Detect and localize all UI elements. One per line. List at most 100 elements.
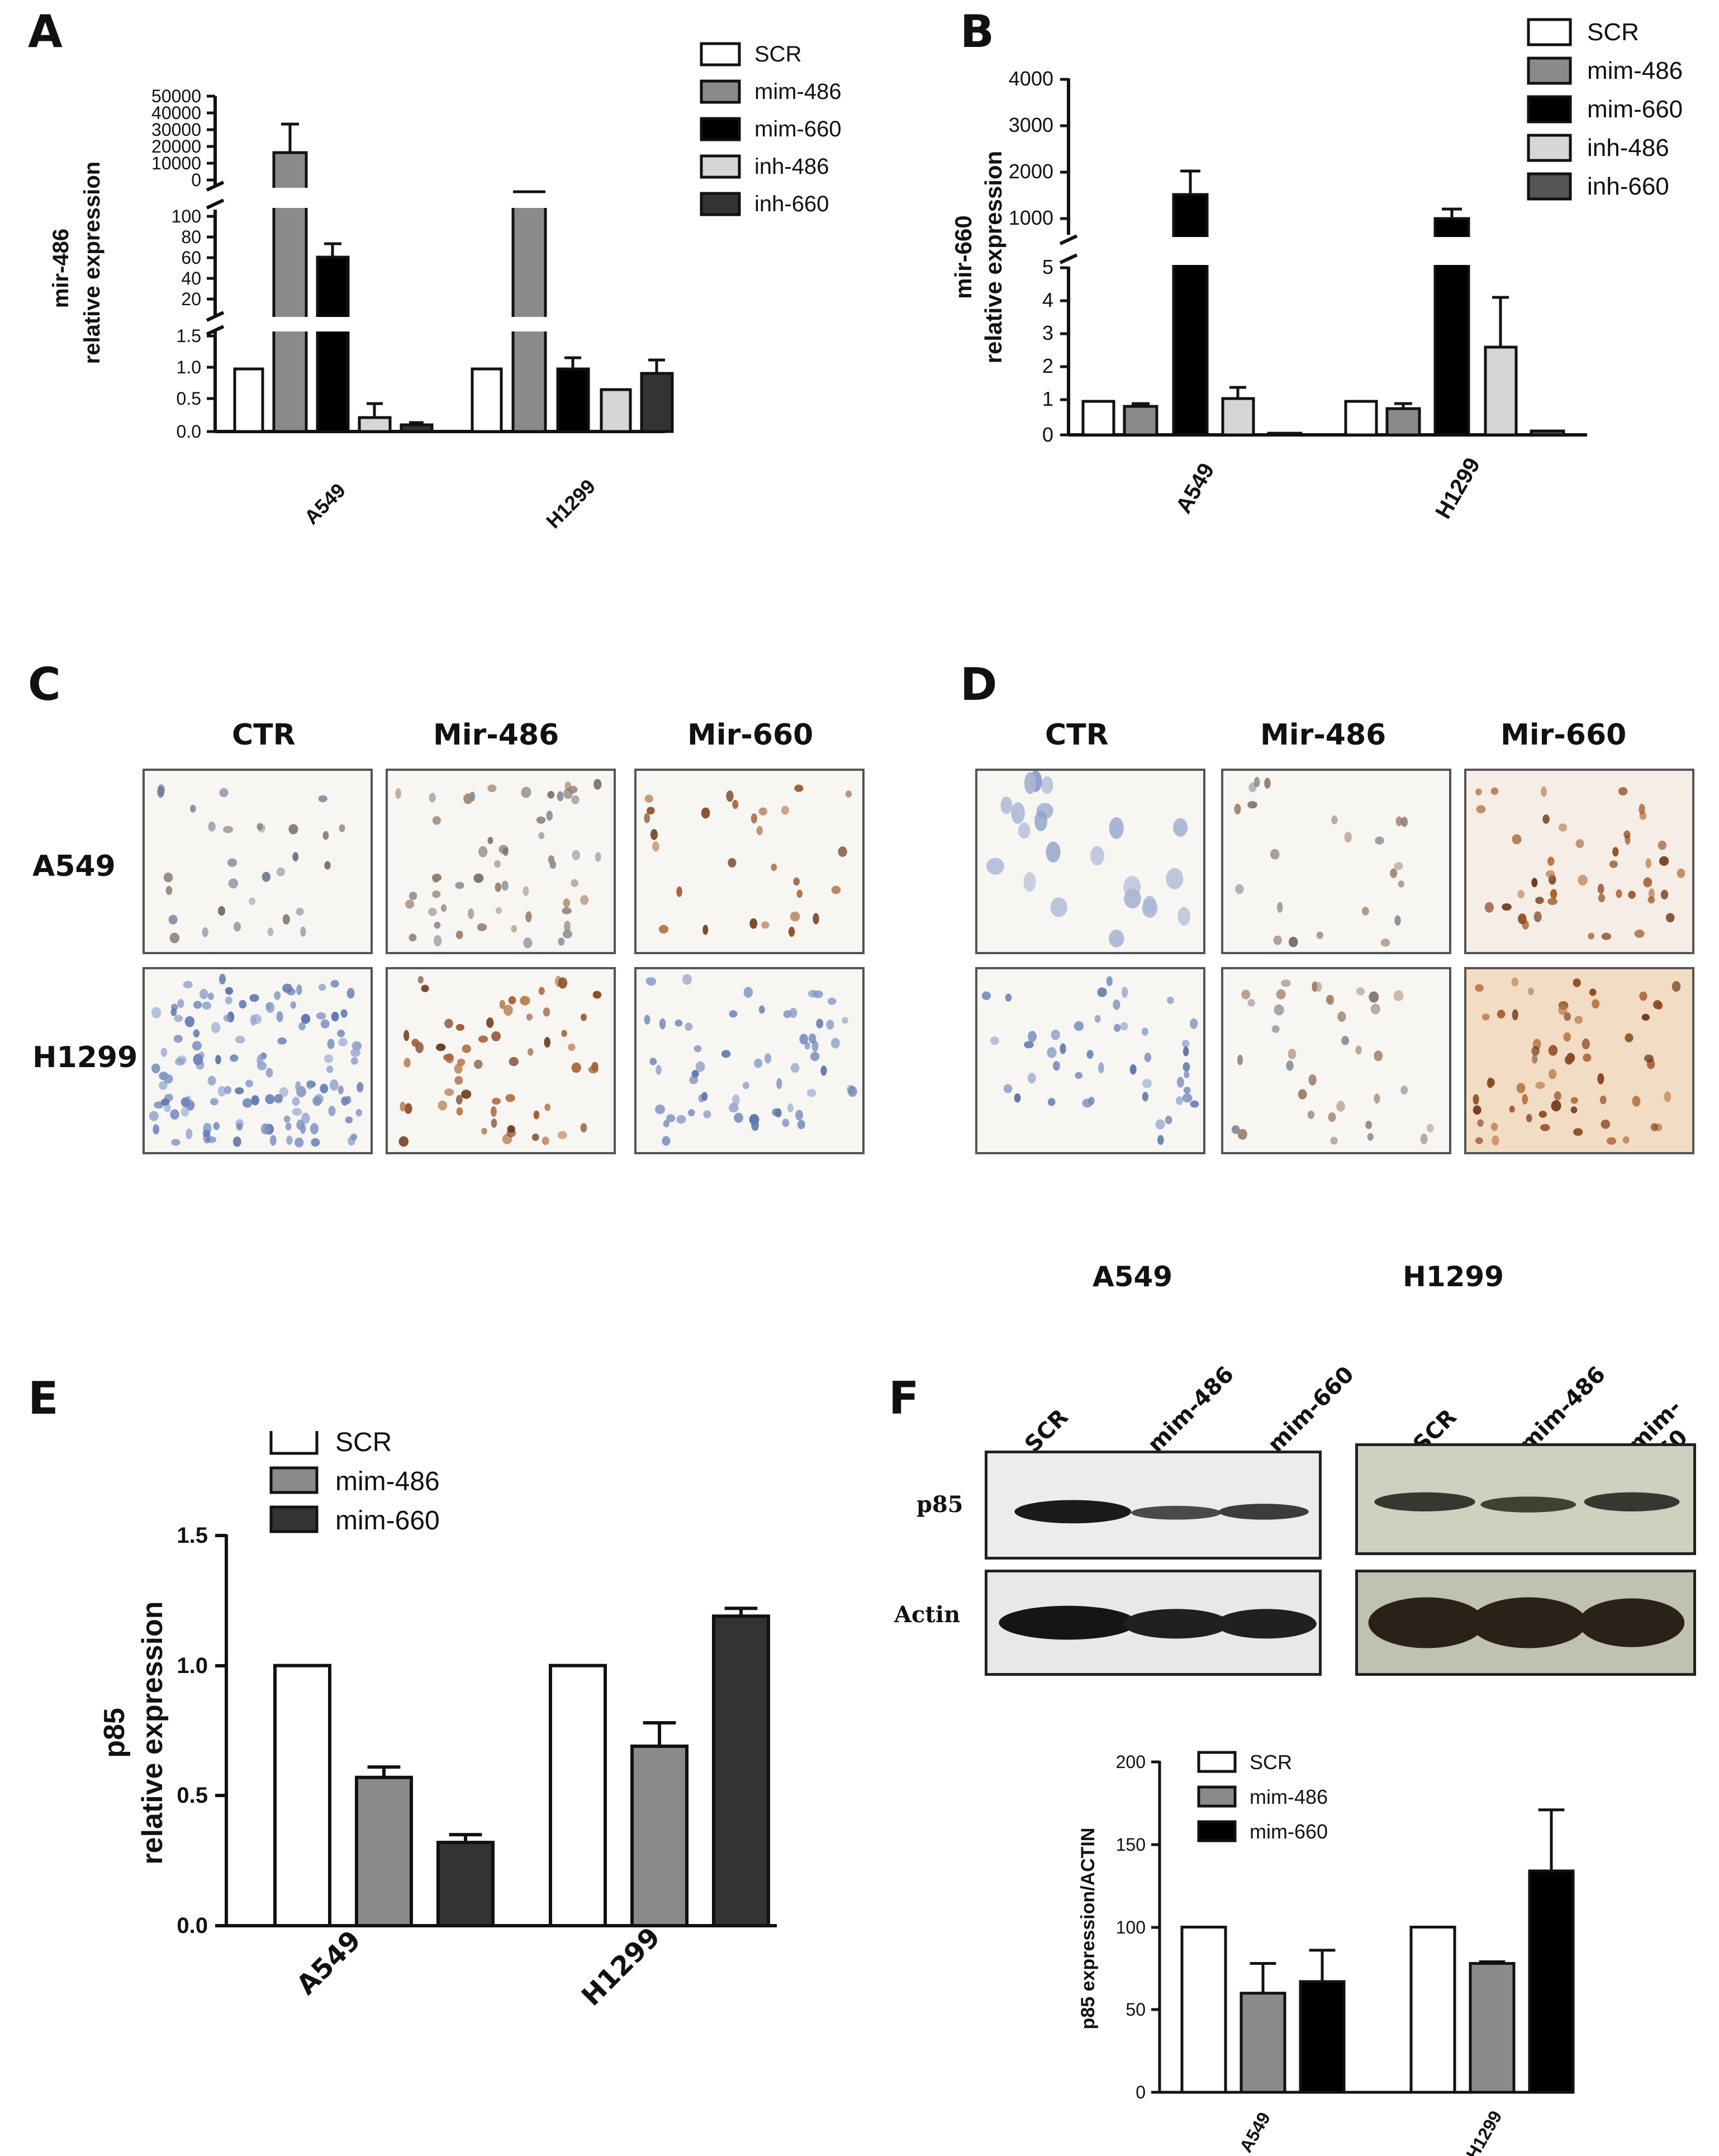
cell-nucleus	[1533, 911, 1542, 922]
cell-nucleus	[1570, 1106, 1578, 1113]
cell-nucleus	[1241, 989, 1251, 999]
cell-nucleus	[491, 1119, 497, 1128]
cell-nucleus	[547, 791, 555, 799]
cell-nucleus	[1024, 1041, 1034, 1049]
cell-nucleus	[568, 1043, 576, 1051]
cell-nucleus	[173, 1035, 183, 1043]
cell-nucleus	[1129, 1064, 1137, 1075]
cell-nucleus	[526, 1013, 533, 1021]
cell-nucleus	[1532, 1054, 1538, 1064]
cell-nucleus	[1516, 1083, 1526, 1093]
cell-nucleus	[432, 816, 441, 825]
band-h1299-p85-mim486	[1480, 1496, 1576, 1513]
cell-nucleus	[1564, 1055, 1573, 1065]
chart-a-breaks	[263, 188, 548, 331]
cell-nucleus	[644, 813, 650, 823]
cell-nucleus	[457, 1058, 466, 1067]
cell-nucleus	[224, 1086, 232, 1094]
cell-nucleus	[1612, 847, 1619, 857]
cell-nucleus	[1400, 1086, 1408, 1095]
cell-nucleus	[549, 860, 557, 869]
cell-nucleus	[1589, 988, 1597, 996]
cell-nucleus	[652, 841, 659, 852]
cell-nucleus	[1541, 786, 1547, 797]
panel-letter-c: C	[28, 658, 61, 710]
cell-nucleus	[826, 1019, 834, 1030]
cell-nucleus	[1189, 1018, 1198, 1029]
cell-nucleus	[572, 850, 581, 860]
cell-nucleus	[1367, 1133, 1374, 1141]
micrograph-c-h1299-mir486	[386, 967, 616, 1154]
chart-a-tick-mid-2: 60	[181, 248, 201, 268]
cell-nucleus	[429, 793, 436, 803]
cell-nucleus	[160, 1098, 170, 1106]
cell-nucleus	[149, 1111, 159, 1121]
cell-nucleus	[400, 1101, 406, 1112]
cell-nucleus	[1481, 1013, 1490, 1021]
cell-nucleus	[1609, 860, 1618, 868]
cell-nucleus	[1599, 1095, 1607, 1105]
cell-nucleus	[324, 1054, 334, 1063]
cell-nucleus	[1522, 1093, 1528, 1105]
cell-nucleus	[301, 1112, 310, 1124]
cell-nucleus	[1142, 1092, 1148, 1102]
cell-nucleus	[1097, 987, 1107, 997]
cell-nucleus	[202, 1001, 212, 1010]
chart-b-legend-1: mim-486	[1587, 57, 1683, 84]
cell-nucleus	[1113, 1023, 1121, 1032]
cell-nucleus	[546, 811, 553, 821]
cell-nucleus	[1330, 1136, 1338, 1145]
cell-nucleus	[213, 1122, 220, 1130]
cell-nucleus	[495, 907, 502, 914]
chart-a-bar-h1299-inh486	[600, 388, 632, 433]
band-h1299-actin-mim660	[1578, 1598, 1685, 1647]
cell-nucleus	[501, 880, 509, 891]
chart-b-tick-low-0: 5	[1042, 255, 1053, 278]
cell-nucleus	[1573, 978, 1581, 987]
cell-nucleus	[232, 1136, 241, 1147]
cell-nucleus	[564, 921, 571, 932]
cell-nucleus	[523, 937, 533, 949]
cell-nucleus	[1546, 870, 1555, 878]
cell-nucleus	[811, 1040, 819, 1052]
cell-nucleus	[1665, 913, 1675, 923]
cell-nucleus	[1628, 890, 1636, 899]
cell-nucleus	[454, 1063, 463, 1074]
cell-nucleus	[813, 913, 819, 925]
cell-nucleus	[428, 908, 437, 916]
cell-nucleus	[445, 1053, 454, 1064]
micrograph-d-a549-ctr	[975, 769, 1205, 954]
cell-nucleus	[682, 974, 692, 985]
chart-a-errorbars	[281, 122, 665, 425]
cell-nucleus	[1578, 874, 1588, 886]
chart-b-tick-low-2: 3	[1042, 321, 1053, 344]
cell-nucleus	[1052, 1061, 1060, 1071]
cell-nucleus	[350, 1057, 358, 1065]
cell-nucleus	[301, 1013, 311, 1024]
cell-nucleus	[455, 1094, 463, 1105]
cell-nucleus	[165, 885, 173, 895]
micrograph-c-a549-ctr	[143, 769, 373, 954]
cell-nucleus	[318, 983, 326, 991]
micrograph-d-a549-mir660	[1464, 769, 1694, 954]
cell-nucleus	[1492, 1135, 1499, 1146]
cell-nucleus	[1475, 788, 1482, 796]
cell-nucleus	[225, 996, 232, 1004]
band-a549-actin-mim660	[1215, 1609, 1317, 1639]
cell-nucleus	[1018, 822, 1031, 839]
cell-nucleus	[581, 1013, 587, 1021]
cell-nucleus	[455, 1023, 465, 1031]
cell-nucleus	[1060, 1043, 1066, 1054]
cell-nucleus	[1109, 930, 1124, 947]
cell-nucleus	[331, 1012, 339, 1022]
cell-nucleus	[403, 1058, 411, 1068]
cell-nucleus	[298, 1022, 306, 1031]
cell-nucleus	[1166, 996, 1174, 1004]
cell-nucleus	[163, 872, 173, 883]
chart-f: 200 150 100 50 0 p85 expression/ACTIN A5…	[1077, 1751, 1575, 2156]
chart-e-tick-1: 1.0	[177, 1653, 208, 1678]
cell-nucleus	[193, 1029, 200, 1038]
chart-f-tick-2: 100	[1116, 1917, 1146, 1937]
cell-nucleus	[1098, 1062, 1104, 1073]
cell-nucleus	[751, 813, 757, 824]
